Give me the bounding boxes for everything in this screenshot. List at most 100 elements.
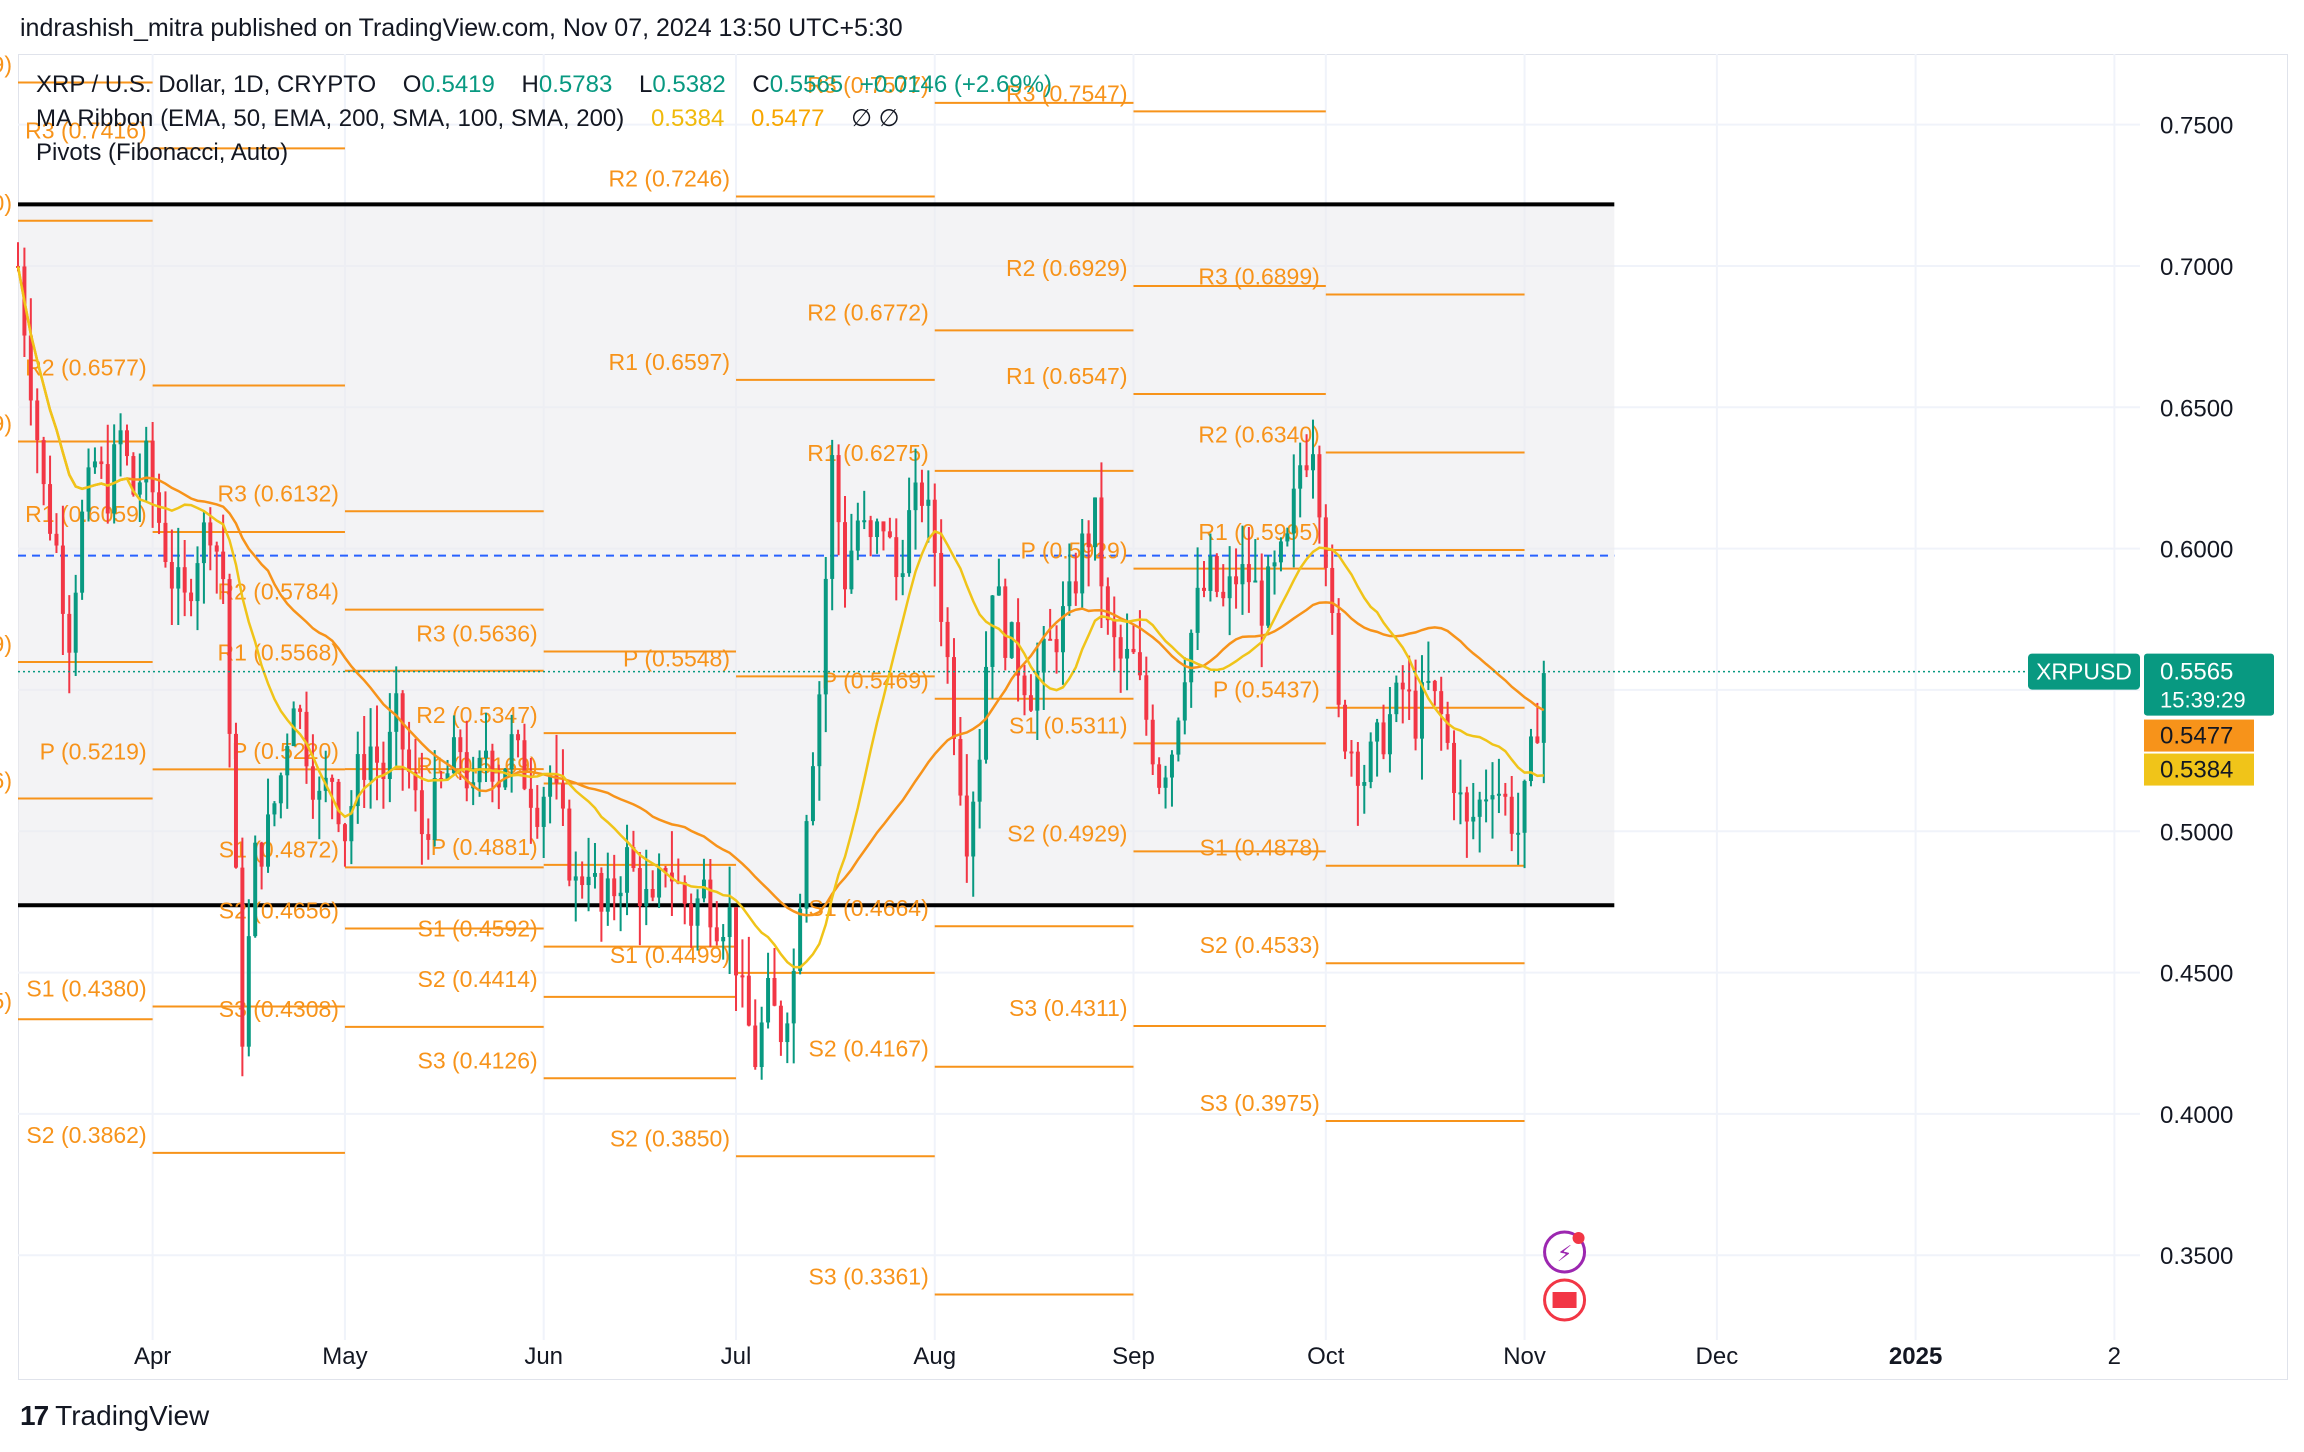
ma-ribbon-title[interactable]: MA Ribbon (EMA, 50, EMA, 200, SMA, 100, … xyxy=(36,105,625,132)
candle-body xyxy=(214,545,219,552)
candle-body xyxy=(342,824,347,842)
pivot-level-label: P (0.5929) xyxy=(1021,538,1128,564)
candle-body xyxy=(701,879,706,899)
candle-body xyxy=(573,876,578,881)
candle-body xyxy=(54,533,59,546)
candle-body xyxy=(791,970,796,1024)
pivot-level-label: S1 (0.5311) xyxy=(1009,712,1127,738)
candle-body xyxy=(567,808,572,881)
candle-body xyxy=(1298,465,1303,489)
close-label: C xyxy=(752,71,770,98)
candle-body xyxy=(734,907,739,976)
candle-body xyxy=(1259,580,1264,626)
candle-body xyxy=(272,803,277,815)
symbol-title[interactable]: XRP / U.S. Dollar, 1D, CRYPTO xyxy=(36,71,377,98)
candle-body xyxy=(1426,680,1431,683)
candle-body xyxy=(419,790,424,835)
candle-body xyxy=(201,522,206,564)
candle-body xyxy=(1009,622,1014,658)
candle-body xyxy=(227,579,232,734)
open-value: 0.5419 xyxy=(421,71,495,98)
candle-body xyxy=(67,613,72,653)
candle-body xyxy=(1278,541,1283,563)
candle-body xyxy=(92,461,97,468)
candle-body xyxy=(1073,581,1078,594)
candle-body xyxy=(759,1022,764,1068)
candle-body xyxy=(240,867,245,1047)
time-tick-label: Nov xyxy=(1503,1343,1546,1370)
last-price-value: 0.5565 xyxy=(2160,659,2233,686)
pivots-title[interactable]: Pivots (Fibonacci, Auto) xyxy=(36,139,289,166)
ma-ribbon-row[interactable]: MA Ribbon (EMA, 50, EMA, 200, SMA, 100, … xyxy=(36,102,1052,136)
candle-body xyxy=(1400,682,1405,690)
candle-body xyxy=(496,781,501,788)
lightning-glyph-icon: ⚡ xyxy=(1557,1242,1572,1267)
candle-body xyxy=(708,879,713,928)
candle-body xyxy=(913,482,918,511)
pivot-level-label: R1 (0.5568) xyxy=(217,640,338,666)
candle-body xyxy=(1150,719,1155,765)
candle-body xyxy=(80,511,85,593)
candle-body xyxy=(810,766,815,822)
price-tick-label: 0.5000 xyxy=(2160,819,2233,846)
candle-body xyxy=(887,531,892,538)
candle-body xyxy=(298,708,303,712)
time-tick-label: Jul xyxy=(721,1343,752,1370)
candle-body xyxy=(1304,465,1309,471)
candle-body xyxy=(843,522,847,590)
candle-body xyxy=(984,666,989,760)
change-value: +0.0146 (+2.69%) xyxy=(859,71,1052,98)
candle-body xyxy=(1093,497,1098,548)
candle-body xyxy=(1048,638,1053,641)
candle-body xyxy=(1477,799,1482,817)
notification-dot-icon xyxy=(1572,1232,1585,1244)
candle-body xyxy=(1419,682,1424,739)
candle-body xyxy=(99,461,104,465)
candle-body xyxy=(1471,816,1476,822)
pivot-level-label: R1 (0.6059) xyxy=(25,501,146,527)
candle-body xyxy=(86,467,91,512)
time-tick-label: 2 xyxy=(2108,1343,2121,1370)
ma-slow-line xyxy=(16,266,1545,917)
candle-body xyxy=(1041,638,1046,673)
candle-body xyxy=(1323,517,1328,568)
chart-legend: XRP / U.S. Dollar, 1D, CRYPTO O0.5419 H0… xyxy=(36,68,1052,170)
time-tick-label: Apr xyxy=(134,1343,171,1370)
candle-body xyxy=(830,455,835,579)
candle-body xyxy=(1118,637,1123,659)
candle-body xyxy=(650,888,655,898)
high-label: H xyxy=(521,71,539,98)
pivot-level-label: R3 (0.6899) xyxy=(1198,264,1319,290)
candle-body xyxy=(996,586,1001,596)
candle-body xyxy=(1105,586,1110,621)
candle-body xyxy=(1503,793,1508,797)
time-tick-label: 2025 xyxy=(1889,1343,1942,1370)
time-tick-label: Sep xyxy=(1112,1343,1155,1370)
candle-body xyxy=(1169,754,1174,778)
candle-body xyxy=(1291,488,1296,534)
symbol-row[interactable]: XRP / U.S. Dollar, 1D, CRYPTO O0.5419 H0… xyxy=(36,68,1052,102)
candle-body xyxy=(1387,714,1392,755)
pivot-level-label: (0.4335) xyxy=(0,988,12,1014)
candle-body xyxy=(1253,580,1258,583)
pivot-level-label: S2 (0.4929) xyxy=(1007,820,1127,846)
pivot-level-label: (0.5599) xyxy=(0,631,12,657)
candle-body xyxy=(304,711,309,767)
candle-body xyxy=(375,746,379,763)
pivot-level-label: R1 (0.5995) xyxy=(1198,519,1319,545)
candle-body xyxy=(41,440,46,485)
pivot-level-label: S3 (0.4308) xyxy=(219,996,339,1022)
candle-body xyxy=(637,868,642,907)
pivots-row[interactable]: Pivots (Fibonacci, Auto) xyxy=(36,136,1052,170)
candle-body xyxy=(1490,795,1495,800)
candle-body xyxy=(266,814,271,867)
candle-body xyxy=(541,796,546,827)
tradingview-logo[interactable]: 17 TradingView xyxy=(20,1400,209,1432)
ma-value-slow: 0.5477 xyxy=(751,105,825,132)
pivot-level-label: P (0.4881) xyxy=(431,834,538,860)
candle-body xyxy=(1464,792,1469,822)
candle-body xyxy=(330,777,335,782)
price-tick-label: 0.3500 xyxy=(2160,1243,2233,1270)
candle-body xyxy=(990,595,995,667)
